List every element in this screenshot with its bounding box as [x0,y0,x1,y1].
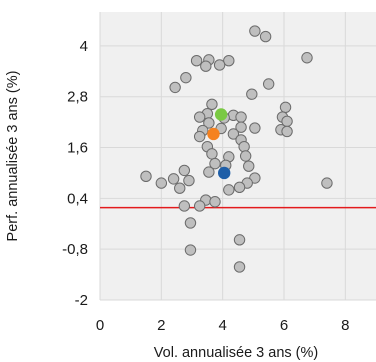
data-point [233,181,246,194]
y-tick-label: 0,4 [67,190,88,207]
data-point [262,78,275,90]
highlight-point [218,166,231,180]
data-point [301,52,313,64]
y-tick-label: -0,8 [62,241,88,258]
data-point [183,174,195,187]
y-tick-labels: -2 -0,8 0,4 1,6 2,8 4 [62,38,88,309]
y-tick-label: 2,8 [67,89,88,106]
data-point [235,121,247,133]
data-point [155,177,168,189]
data-point [238,140,250,153]
data-point [178,200,191,212]
y-tick-label: -2 [75,292,88,309]
data-point [235,111,247,123]
data-points [140,25,333,273]
y-tick-label: 4 [80,38,88,55]
data-point [233,261,246,273]
data-point [233,234,246,246]
data-point [184,217,197,229]
y-axis-label: Perf. annualisée 3 ans (%) [5,71,21,242]
data-point [249,122,261,134]
data-point [174,182,186,194]
grid-lines [99,12,376,301]
x-tick-label: 6 [280,317,288,334]
data-point [200,60,212,72]
y-tick-label: 1,6 [67,140,88,157]
data-point [227,128,240,140]
data-point [203,117,215,129]
x-tick-label: 4 [218,317,226,334]
data-point [184,244,197,256]
data-point [203,166,215,178]
highlight-point [207,127,220,141]
data-point [206,98,218,111]
data-point [193,130,206,143]
data-point [281,125,293,138]
data-point [223,55,235,67]
data-point [223,184,235,196]
x-tick-label: 2 [157,317,165,334]
x-tick-labels: 0 2 4 6 8 [96,317,350,334]
data-point [140,170,152,183]
data-point [239,150,252,162]
highlight-point [214,108,228,121]
data-point [206,148,218,160]
data-point [193,200,206,212]
data-point [193,111,206,123]
data-point [190,55,203,67]
data-point [321,177,333,189]
x-tick-label: 0 [96,317,104,334]
x-tick-label: 8 [341,317,349,334]
data-point [178,164,191,177]
data-point [167,173,180,185]
plot-area [100,12,376,300]
data-point [243,160,255,172]
data-point [279,101,292,113]
data-point [209,196,221,208]
data-point [259,30,272,43]
data-point [180,71,192,84]
data-point [169,81,181,94]
data-point [213,59,226,71]
data-point [209,157,221,170]
data-point [249,25,261,37]
x-axis-label: Vol. annualisée 3 ans (%) [154,345,318,361]
data-point [246,88,258,100]
